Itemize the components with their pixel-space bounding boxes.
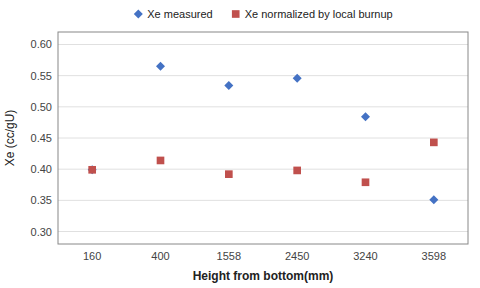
y-tick-label: 0.30: [31, 226, 52, 238]
grid-line: [58, 138, 468, 139]
plot-frame: [58, 32, 468, 244]
point: [293, 74, 302, 83]
point: [224, 81, 233, 90]
legend: Xe measured Xe normalized by local burnup: [134, 8, 393, 20]
x-tick-label: 2450: [285, 250, 309, 262]
grid-line: [58, 106, 468, 107]
series: [88, 139, 437, 187]
point: [88, 165, 97, 174]
x-axis: 160 400 1558 2450 3240 3598: [83, 250, 446, 262]
y-tick-label: 0.50: [31, 101, 52, 113]
x-axis-label: Height from bottom(mm): [193, 269, 334, 283]
grid-line: [58, 169, 468, 170]
legend-label: Xe normalized by local burnup: [245, 8, 393, 20]
point: [293, 167, 301, 175]
y-axis-label: Xe (cc/gU): [3, 110, 17, 167]
legend-marker: [134, 10, 143, 19]
y-tick-label: 0.55: [31, 70, 52, 82]
series: [88, 62, 439, 204]
legend-marker: [232, 10, 240, 18]
point: [88, 166, 96, 174]
x-tick-label: 400: [151, 250, 169, 262]
y-tick-label: 0.45: [31, 132, 52, 144]
grid-line: [58, 231, 468, 232]
y-tick-label: 0.60: [31, 38, 52, 50]
y-tick-label: 0.40: [31, 163, 52, 175]
point: [156, 62, 165, 71]
x-tick-label: 160: [83, 250, 101, 262]
x-tick-label: 1558: [217, 250, 241, 262]
legend-item: Xe measured: [134, 8, 213, 20]
point: [430, 139, 438, 147]
marks: [88, 62, 439, 204]
point: [362, 178, 370, 186]
legend-label: Xe measured: [147, 8, 212, 20]
grid-line: [58, 200, 468, 201]
x-tick-label: 3598: [422, 250, 446, 262]
y-tick-label: 0.35: [31, 194, 52, 206]
point: [429, 195, 438, 204]
background: [0, 0, 480, 288]
legend-item: Xe normalized by local burnup: [232, 8, 393, 20]
point: [157, 157, 165, 165]
y-axis: 0.30 0.35 0.40 0.45 0.50 0.55 0.60: [31, 38, 468, 237]
grid-line: [58, 75, 468, 76]
grid-line: [58, 44, 468, 45]
point: [225, 170, 233, 178]
x-tick-label: 3240: [353, 250, 377, 262]
point: [361, 112, 370, 121]
